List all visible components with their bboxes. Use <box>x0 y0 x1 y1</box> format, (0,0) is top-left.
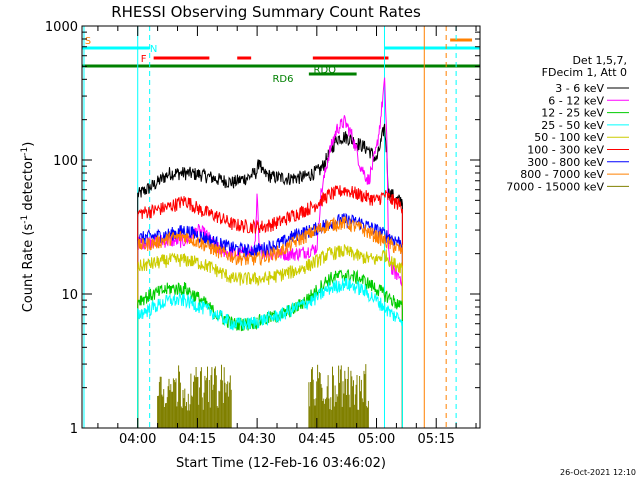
legend-header: Det 1,5,7, <box>572 54 627 67</box>
y-axis-label-rest: detector <box>21 155 36 215</box>
flag-label: N <box>150 44 157 55</box>
x-tick-label: 04:45 <box>298 432 335 447</box>
y-axis-ticks: 1 10 100 1000 <box>45 20 480 437</box>
legend-entry-label: 12 - 25 keV <box>541 107 604 120</box>
chart-title: RHESSI Observing Summary Count Rates <box>111 3 421 21</box>
flag-label: S <box>85 36 91 47</box>
series-line <box>137 212 403 428</box>
legend-header: FDecim 1, Att 0 <box>542 66 627 79</box>
series-line <box>137 185 403 428</box>
legend-entry-label: 6 - 12 keV <box>548 94 604 107</box>
x-axis-ticks: 04:00 04:15 04:30 04:45 05:00 05:15 <box>97 26 477 447</box>
legend-entry-label: 25 - 50 keV <box>541 119 604 132</box>
y-axis-label-end: ) <box>21 142 36 147</box>
legend-entry-label: 7000 - 15000 keV <box>506 180 604 193</box>
series-line <box>137 277 403 428</box>
plot-frame <box>81 25 481 429</box>
x-tick-label: 04:30 <box>238 432 275 447</box>
flag-label: RD6 <box>272 74 293 85</box>
series-lines <box>137 77 403 428</box>
y-axis-label-sup2: -1 <box>20 147 30 156</box>
legend-entry-label: 3 - 6 keV <box>555 82 604 95</box>
legend-entry-label: 50 - 100 keV <box>534 131 604 144</box>
y-axis-label-sup: -1 <box>20 215 30 224</box>
series-line <box>137 216 403 428</box>
y-tick-label: 100 <box>53 154 78 169</box>
y-tick-label: 1 <box>70 422 78 437</box>
flag-bars: S NF RDO RD6 <box>82 36 480 85</box>
y-tick-label: 10 <box>61 288 78 303</box>
x-axis-label: Start Time (12-Feb-16 03:46:02) <box>176 456 386 471</box>
flag-label: F <box>141 54 147 65</box>
vertical-markers <box>83 26 457 428</box>
x-tick-label: 05:15 <box>417 432 454 447</box>
series-line <box>137 123 403 428</box>
y-axis-label-main: Count Rate (s <box>21 224 36 313</box>
flag-label: RDO <box>314 65 337 76</box>
x-tick-label: 04:15 <box>179 432 216 447</box>
y-axis-label: Count Rate (s-1 detector-1) <box>20 142 36 313</box>
timestamp: 26-Oct-2021 12:10 <box>560 468 636 477</box>
legend-entry-label: 800 - 7000 keV <box>520 168 604 181</box>
burst-series-7000-15000 <box>157 364 369 428</box>
x-tick-label: 05:00 <box>358 432 395 447</box>
y-tick-label: 1000 <box>45 20 78 35</box>
x-tick-label: 04:00 <box>119 432 156 447</box>
series-line <box>137 244 403 428</box>
legend-entry-label: 100 - 300 keV <box>527 144 604 157</box>
legend-entry-label: 300 - 800 keV <box>527 156 604 169</box>
